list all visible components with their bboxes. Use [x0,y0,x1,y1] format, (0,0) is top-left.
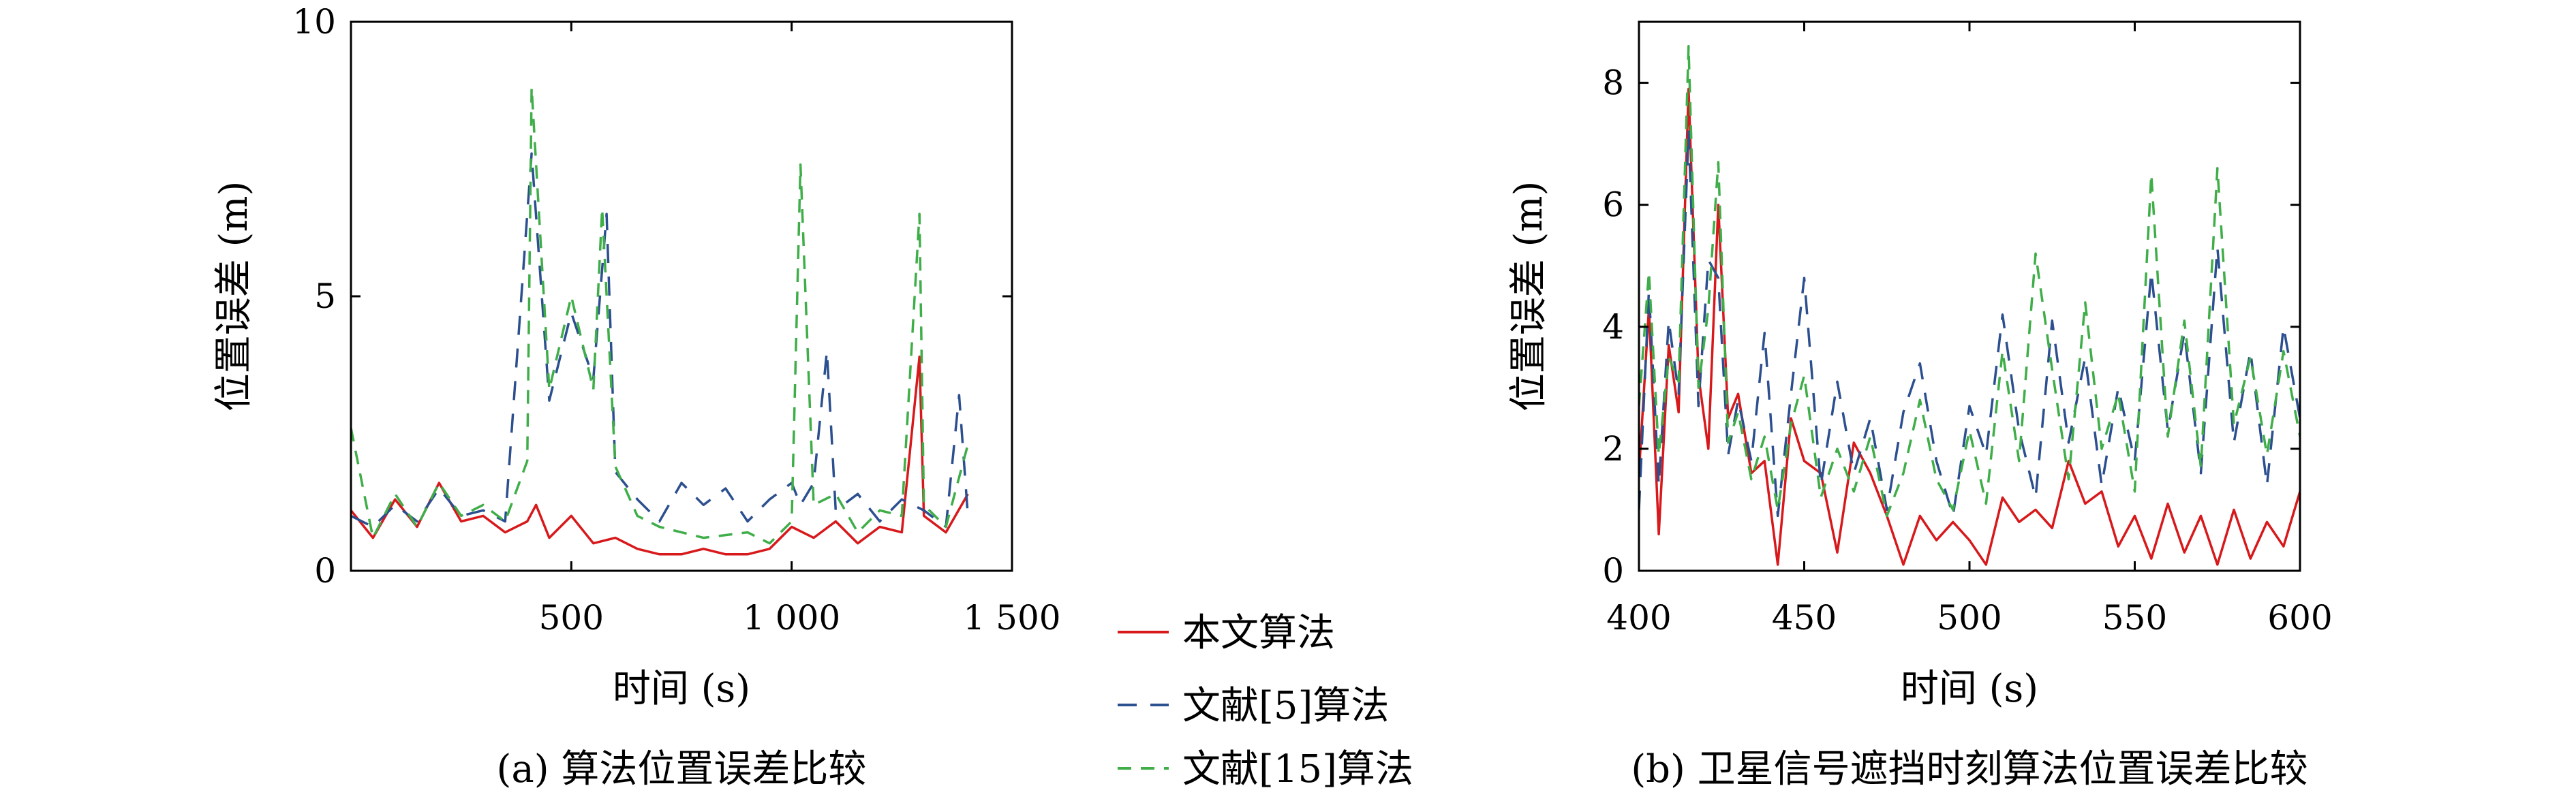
panel-b-caption: (b) 卫星信号遮挡时刻算法位置误差比较 [1631,747,2307,791]
legend: 本文算法 文献[5]算法 文献[15]算法 [1118,611,1413,791]
panel-b-ylabel: 位置误差 (m) [1507,181,1551,412]
panel-b-xtick-label: 500 [1937,598,2002,638]
panel-a-series-ref15 [351,86,969,545]
panel-b-series-proposed [1639,87,2300,566]
panel-b-xtick-label: 400 [1606,598,1671,638]
panel-a-xlabel: 时间 (s) [613,667,750,711]
legend-label-ref15: 文献[15]算法 [1182,747,1413,791]
panel-a-xtick-label: 500 [539,598,604,638]
panel-a-xtick-label: 1 000 [743,598,840,638]
panel-b-xtick-label: 450 [1772,598,1837,638]
panel-b: 400 450 500 550 600 0 2 4 6 8 时间 (s) 位置误差 (m) (b)… [1507,20,2333,791]
panel-b-ytick-label: 4 [1602,307,1624,347]
panel-b-ytick-label: 2 [1602,429,1624,469]
panel-a-series-ref5 [351,152,970,529]
panel-b-xtick-label: 600 [2267,598,2332,638]
panel-a-xtick-label: 1 500 [963,598,1060,638]
panel-a-ytick-label: 5 [314,277,336,316]
legend-label-proposed: 本文算法 [1182,611,1335,655]
panel-a-ytick-label: 10 [292,2,336,42]
panel-b-ticks: 400 450 500 550 600 0 2 4 6 8 [1602,22,2333,638]
panel-a: 500 1 000 1 500 0 5 10 时间 (s) 位置误差 (m) (a) 算法… [212,2,1061,791]
panel-b-ytick-label: 6 [1602,185,1624,225]
panel-a-series-group [351,86,970,556]
panel-b-xtick-label: 550 [2102,598,2167,638]
panel-a-series-proposed [351,355,969,556]
legend-label-ref5: 文献[5]算法 [1182,684,1389,728]
panel-b-series-group [1639,45,2300,566]
panel-b-series-ref15 [1639,45,2300,518]
panel-b-ytick-label: 8 [1602,63,1624,103]
panel-b-ytick-label: 0 [1602,551,1624,591]
panel-b-xlabel: 时间 (s) [1901,667,2038,711]
panel-a-ylabel: 位置误差 (m) [212,181,256,412]
panel-b-plot-frame [1638,20,2301,572]
panel-a-ytick-label: 0 [314,551,336,591]
panel-a-caption: (a) 算法位置误差比较 [497,747,867,791]
panel-a-plot-frame [350,20,1013,572]
panel-a-ticks: 500 1 000 1 500 0 5 10 [292,2,1060,638]
